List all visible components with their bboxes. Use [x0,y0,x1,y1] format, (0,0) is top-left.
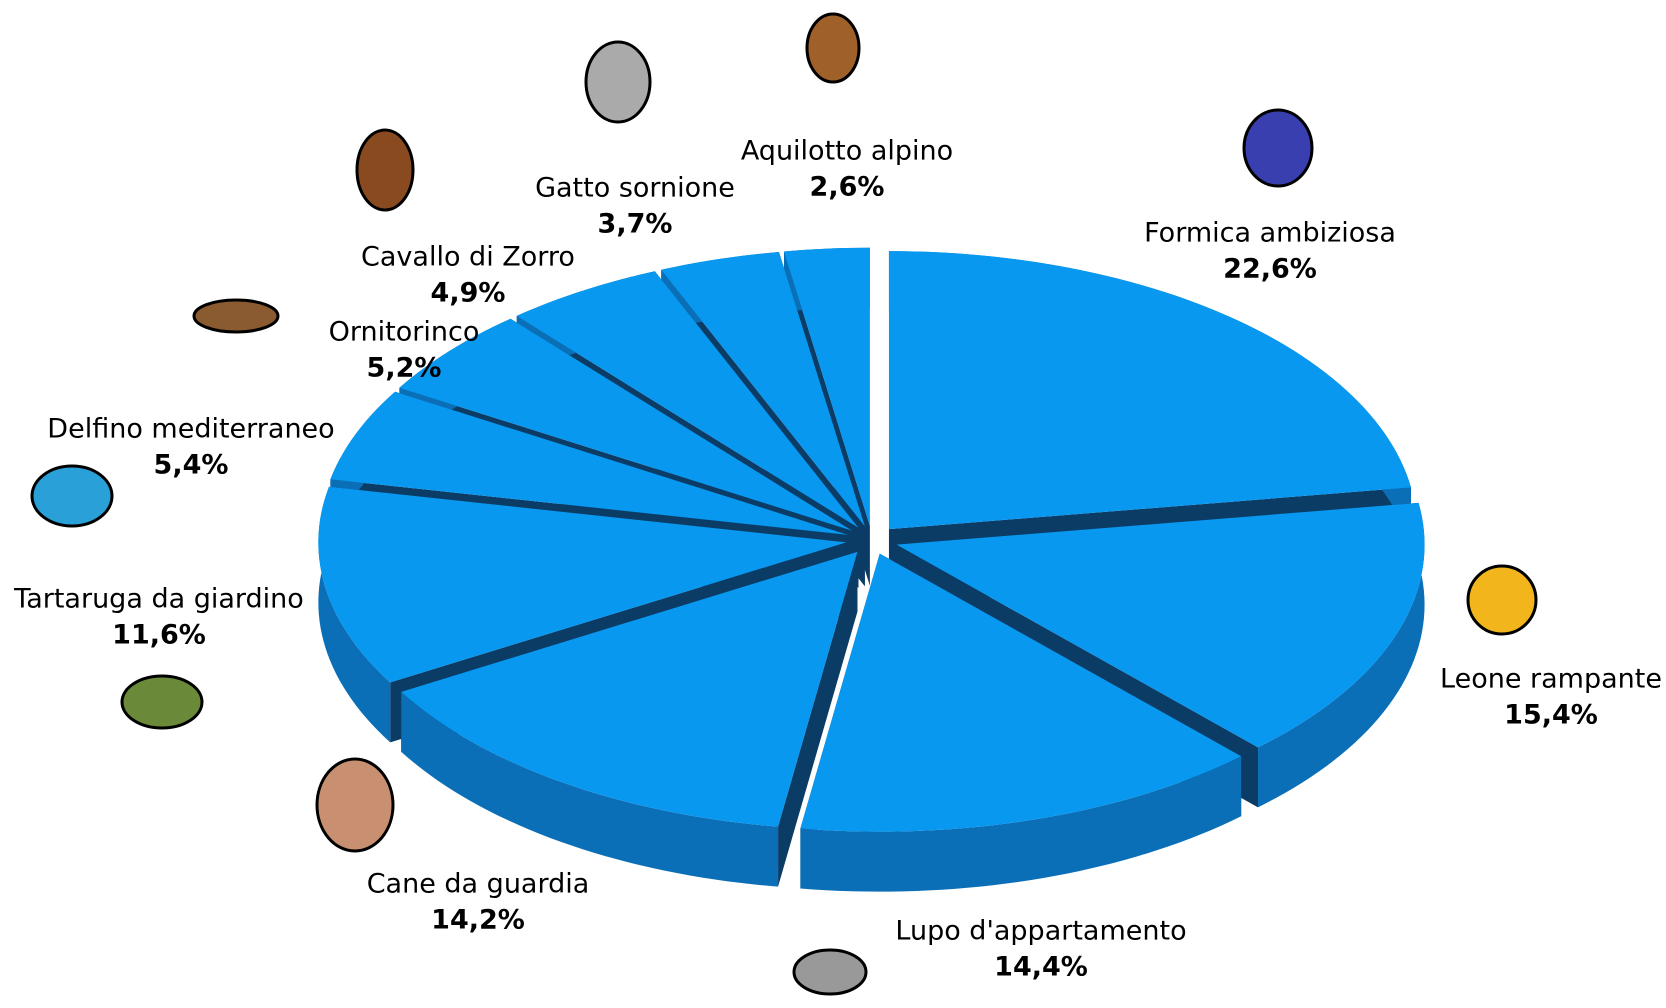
slice-label: Cavallo di Zorro [361,242,575,273]
slice-label: Tartaruga da giardino [13,584,304,615]
slice-top [888,251,1411,530]
slice-side [778,551,858,887]
animal-icon [30,464,114,528]
slice-wall [800,756,1242,892]
slice-label: Lupo d'appartamento [895,916,1186,947]
slice-label: Delfino mediterraneo [47,414,334,445]
animal-icon [192,298,280,334]
slice-top [399,318,853,531]
slice-value-label: 22,6% [1223,254,1317,285]
slice-value-label: 15,4% [1504,700,1598,731]
slice-top [896,502,1425,748]
slice [800,553,1242,892]
slice-value-label: 3,7% [598,209,673,240]
slice-top [516,271,859,528]
animal-icon [1466,564,1538,636]
slice-value-label: 2,6% [810,172,885,203]
slice-label: Leone rampante [1440,664,1662,695]
slice-label: Formica ambiziosa [1144,218,1396,249]
animal-icon [584,40,652,124]
animal-icon [1242,108,1314,188]
slice-label: Aquilotto alpino [741,136,953,167]
slice-value-label: 11,6% [112,620,206,651]
animal-icon [805,12,861,84]
slice [401,551,858,887]
slice-label: Gatto sornione [535,173,735,204]
slice-label: Cane da guardia [367,869,590,900]
slice-value-label: 5,4% [154,450,229,481]
slice-wall [401,691,779,887]
animal-icon [792,948,868,996]
slice-top [401,551,858,827]
slice-top [318,486,847,683]
slice-top [330,391,848,535]
slice-value-label: 5,2% [367,353,442,384]
slice-label: Ornitorinco [329,317,480,348]
slice-top [800,553,1242,832]
pie [318,247,1425,892]
animal-icon [355,128,415,212]
animal-icon [120,674,204,730]
slice-top [784,247,870,526]
icons [30,12,1538,996]
slice-wall [1258,502,1425,808]
slice-value-label: 14,2% [431,905,525,936]
labels: Formica ambiziosa 22,6% Leone rampante 15,4… [13,136,1662,983]
animal-icon [315,757,395,853]
slice-value-label: 4,9% [431,278,506,309]
slice-top [661,251,865,527]
slice-wall [318,486,391,743]
slice-value-label: 14,4% [994,952,1088,983]
